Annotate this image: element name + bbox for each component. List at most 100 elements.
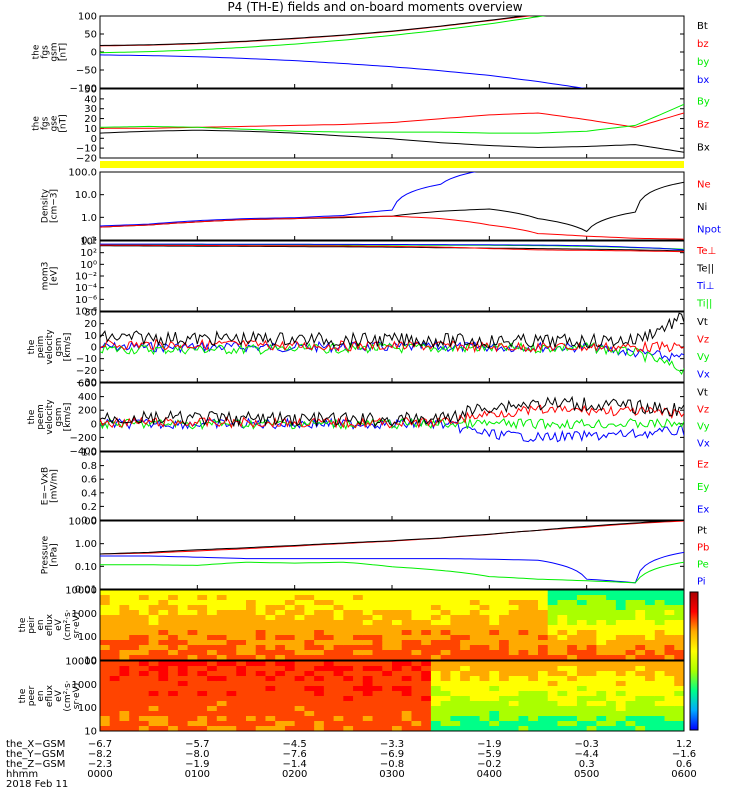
heatmap-cell (489, 590, 500, 596)
heatmap-cell (460, 605, 471, 611)
heatmap-cell (304, 676, 315, 682)
ytick-label: 0.0 (81, 516, 97, 527)
heatmap-cell (460, 640, 471, 646)
heatmap-cell (460, 706, 471, 712)
heatmap-cell (119, 711, 130, 717)
heatmap-cell (479, 625, 490, 631)
heatmap-cell (547, 595, 558, 601)
heatmap-cell (557, 726, 568, 732)
panel-frame (99, 15, 685, 89)
heatmap-cell (323, 691, 335, 697)
heatmap-cell (606, 711, 617, 717)
heatmap-cell (547, 676, 558, 682)
heatmap-cell (567, 686, 578, 692)
heatmap-cell (645, 671, 656, 677)
heatmap-cell (236, 686, 247, 692)
heatmap-cell (430, 655, 442, 661)
heatmap-cell (645, 691, 656, 697)
heatmap-cell (382, 721, 393, 727)
heatmap-cell (615, 610, 627, 616)
heatmap-cell (469, 625, 481, 631)
xaxis-value: −5.9 (477, 749, 501, 760)
heatmap-cell (265, 640, 276, 646)
heatmap-cell (362, 625, 374, 631)
heatmap-cell (265, 691, 276, 697)
heatmap-cell (508, 615, 520, 621)
heatmap-cell (664, 610, 675, 616)
heatmap-cell (557, 711, 568, 717)
heatmap-cell (576, 706, 588, 712)
heatmap-cell (392, 605, 403, 611)
heatmap-cell (557, 630, 568, 636)
ytick-label: 30 (84, 104, 97, 115)
heatmap-cell (567, 716, 578, 722)
xaxis-value: 0300 (379, 769, 404, 780)
heatmap-cell (430, 676, 442, 682)
heatmap-cell (382, 691, 393, 697)
heatmap-cell (168, 711, 179, 717)
heatmap-cell (255, 625, 266, 631)
heatmap-cell (236, 661, 247, 667)
heatmap-cell (382, 605, 393, 611)
heatmap-cell (362, 620, 374, 626)
heatmap-cell (479, 605, 490, 611)
heatmap-cell (411, 676, 422, 682)
heatmap-cell (635, 600, 646, 606)
heatmap-cell (460, 661, 471, 667)
heatmap-cell (255, 600, 266, 606)
heatmap-cell (401, 630, 412, 636)
heatmap-cell (392, 630, 403, 636)
heatmap-cell (625, 590, 636, 596)
ylabel-text: sr·eV) (72, 612, 82, 638)
heatmap-cell (664, 706, 675, 712)
heatmap-cell (353, 645, 364, 651)
heatmap-cell (304, 711, 315, 717)
heatmap-cell (168, 696, 179, 702)
heatmap-cell (499, 600, 510, 606)
ylabel-text: [nPa] (50, 543, 60, 566)
heatmap-cell (323, 661, 335, 667)
heatmap-cell (635, 716, 646, 722)
heatmap-cell (528, 701, 539, 707)
heatmap-cell (353, 640, 364, 646)
heatmap-cell (177, 721, 189, 727)
heatmap-cell (664, 721, 675, 727)
ytick-label: 10 (84, 331, 97, 342)
heatmap-cell (148, 726, 159, 732)
heatmap-cell (246, 645, 257, 651)
heatmap-cell (489, 655, 500, 661)
ytick-label: 10000 (65, 657, 97, 668)
heatmap-cell (333, 696, 344, 702)
heatmap-cell (119, 666, 130, 672)
heatmap-cell (382, 590, 393, 596)
heatmap-cell (362, 615, 374, 621)
heatmap-cell (586, 610, 597, 616)
heatmap-cell (353, 620, 364, 626)
heatmap-cell (392, 600, 403, 606)
heatmap-cell (255, 615, 266, 621)
heatmap-cell (236, 650, 247, 656)
heatmap-cell (450, 615, 461, 621)
heatmap-cell (158, 640, 169, 646)
heatmap-cell (275, 711, 286, 717)
heatmap-cell (294, 645, 305, 651)
heatmap-cell (430, 686, 442, 692)
heatmap-cell (372, 696, 383, 702)
heatmap-cell (392, 721, 403, 727)
heatmap-cell (440, 726, 451, 732)
heatmap-cell (100, 701, 111, 707)
heatmap-cell (207, 615, 218, 621)
heatmap-cell (246, 600, 257, 606)
heatmap-cell (197, 691, 208, 697)
heatmap-cell (109, 615, 120, 621)
heatmap-cell (129, 620, 140, 626)
heatmap-cell (275, 716, 286, 722)
heatmap-cell (168, 701, 179, 707)
heatmap-cell (430, 666, 442, 672)
heatmap-cell (674, 661, 685, 667)
heatmap-cell (177, 681, 189, 687)
heatmap-cell (314, 625, 325, 631)
heatmap-cell (421, 721, 432, 727)
heatmap-cell (284, 666, 296, 672)
heatmap-cell (421, 701, 432, 707)
